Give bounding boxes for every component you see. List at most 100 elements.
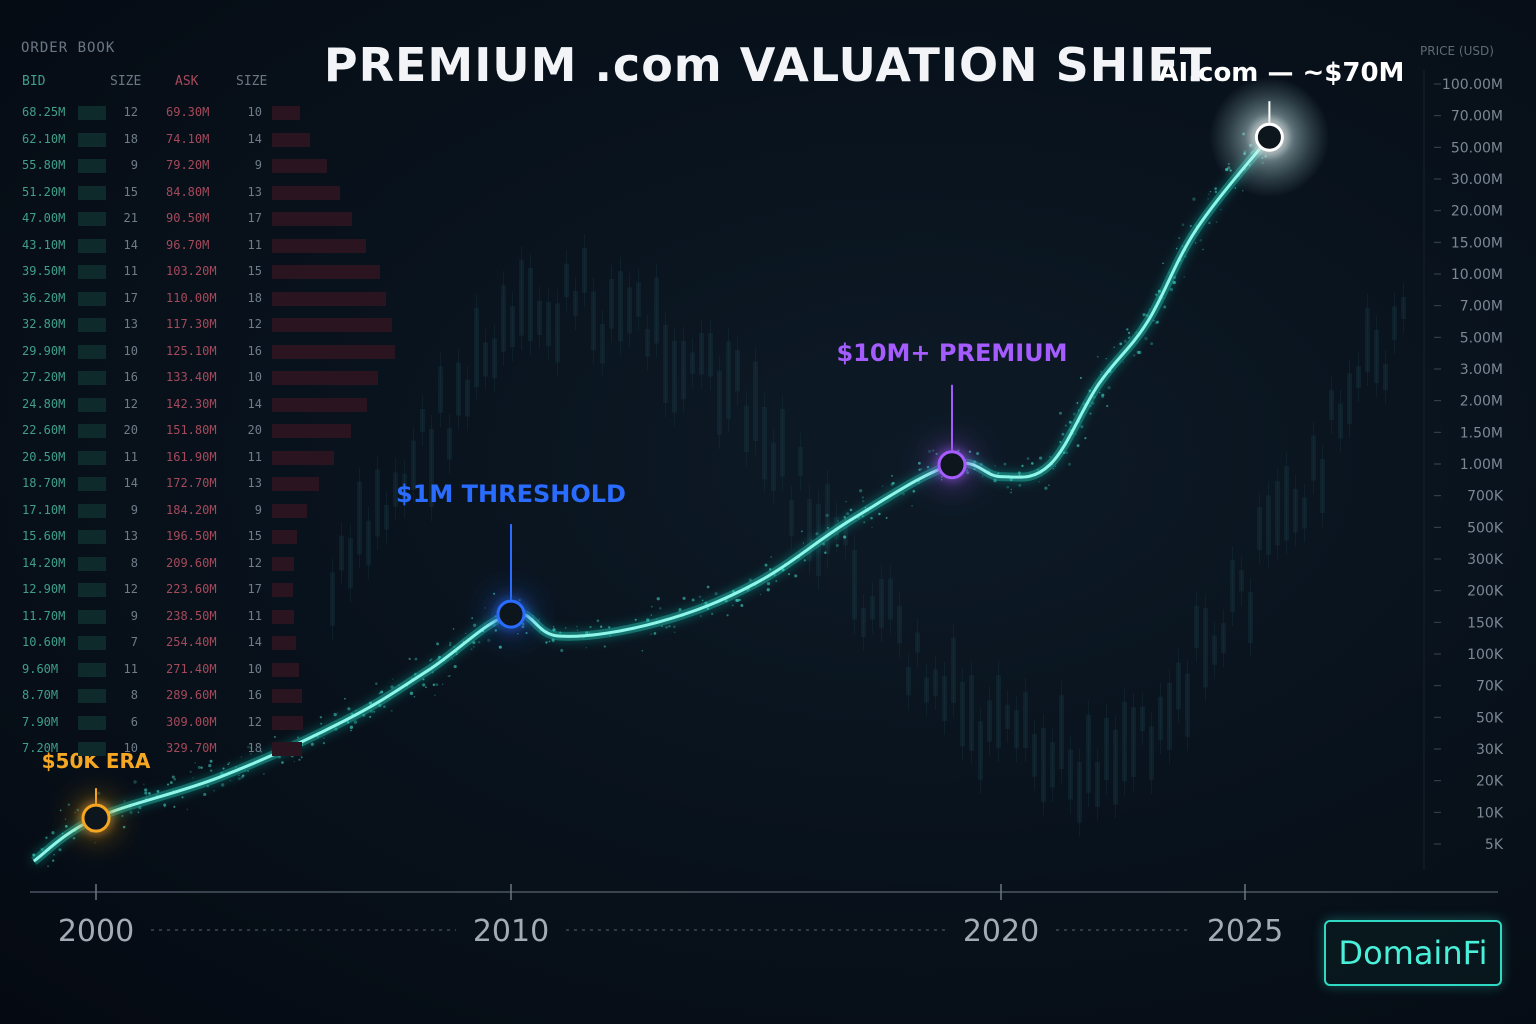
y-tick-label: 50.00M xyxy=(1451,140,1503,156)
curve-particle xyxy=(981,475,984,478)
curve-particle xyxy=(608,626,611,629)
curve-particle xyxy=(369,715,372,718)
brand-logo: DomainFi xyxy=(1324,920,1502,986)
curve-particle xyxy=(181,796,184,799)
curve-particle xyxy=(1194,242,1197,244)
bg-candle xyxy=(348,537,353,589)
ask-size: 10 xyxy=(247,661,262,676)
bid-size: 14 xyxy=(123,476,138,490)
curve-particle xyxy=(917,461,921,465)
ask-size: 17 xyxy=(247,582,262,596)
curve-particle xyxy=(484,607,487,609)
y-tick-label: 100.00M xyxy=(1442,77,1503,93)
curve-particle xyxy=(1175,247,1178,250)
bg-candle xyxy=(1356,366,1361,388)
bg-candle xyxy=(1329,390,1334,420)
bg-candle xyxy=(1041,727,1046,803)
ask-size: 13 xyxy=(247,184,262,199)
curve-particle xyxy=(1079,376,1082,379)
curve-particle xyxy=(121,815,124,817)
bg-candle xyxy=(402,473,407,504)
bg-candle xyxy=(456,362,461,416)
bid-price: 29.90M xyxy=(22,343,66,358)
curve-particle xyxy=(766,581,771,586)
bg-candle xyxy=(1122,702,1127,782)
ask-depth-bar xyxy=(272,371,378,385)
curve-particle xyxy=(691,598,695,602)
curve-particle xyxy=(197,765,201,769)
bg-candle xyxy=(1239,570,1244,592)
curve-particle xyxy=(1076,444,1080,448)
y-tick-label: 5.00M xyxy=(1460,330,1503,346)
curve-particle xyxy=(390,709,393,713)
ask-size: 20 xyxy=(247,423,262,437)
curve-particle xyxy=(173,777,177,781)
bg-candle xyxy=(330,572,335,627)
curve-particle xyxy=(1220,208,1222,211)
order-book-row: 55.80M 9 79.20M 9 xyxy=(0,153,420,179)
curve-particle xyxy=(668,625,671,628)
bid-price: 8.70M xyxy=(22,688,59,702)
curve-particle xyxy=(920,468,923,470)
curve-particle xyxy=(408,657,411,661)
curve-particle xyxy=(653,632,657,635)
curve-particle xyxy=(1100,371,1102,373)
curve-particle xyxy=(698,595,702,599)
bg-candle xyxy=(1185,673,1190,737)
order-book-row: 9.60M 11 271.40M 10 xyxy=(0,657,420,683)
bid-size: 9 xyxy=(130,158,138,172)
bg-candle xyxy=(1014,710,1019,749)
curve-particle xyxy=(452,628,455,630)
bg-candle xyxy=(627,287,632,334)
bg-candle xyxy=(1212,635,1217,665)
curve-particle xyxy=(1214,190,1218,194)
bg-candle xyxy=(879,578,884,629)
ask-size: 14 xyxy=(247,396,262,411)
bg-candle xyxy=(591,291,596,351)
bid-size: 14 xyxy=(123,237,138,252)
bid-size: 13 xyxy=(123,317,138,331)
curve-particle xyxy=(449,641,452,645)
curve-particle xyxy=(448,675,451,677)
curve-particle xyxy=(1038,481,1040,483)
bid-depth-bar xyxy=(78,238,106,253)
ask-header: ASK xyxy=(175,74,199,89)
bg-candle xyxy=(375,469,380,537)
bid-price: 32.80M xyxy=(22,317,66,331)
bg-candle xyxy=(1131,707,1136,777)
curve-particle xyxy=(650,614,653,616)
order-book-row: 20.50M 11 161.90M 11 xyxy=(0,445,420,471)
curve-particle xyxy=(862,500,865,503)
curve-particle xyxy=(1208,193,1210,195)
curve-particle xyxy=(859,489,863,493)
bg-candle xyxy=(1068,749,1073,800)
bg-candle xyxy=(420,408,425,432)
curve-particle xyxy=(714,592,718,596)
bid-depth-bar xyxy=(78,344,106,359)
curve-particle xyxy=(1006,485,1010,489)
order-book-row: 7.90M 6 309.00M 12 xyxy=(0,710,420,736)
curve-particle xyxy=(827,527,829,529)
curve-particle xyxy=(451,658,454,660)
curve-particle xyxy=(221,783,225,787)
curve-particle xyxy=(794,574,798,578)
bg-candle xyxy=(1248,592,1253,644)
ask-price: 96.70M xyxy=(166,237,210,252)
y-tick-label: 300K xyxy=(1467,552,1504,568)
bg-candle xyxy=(1383,364,1388,391)
curve-particle xyxy=(994,465,996,467)
curve-particle xyxy=(1072,412,1076,416)
curve-particle xyxy=(870,516,873,520)
curve-particle xyxy=(891,481,895,485)
ask-price: 329.70M xyxy=(166,741,217,755)
bid-depth-bar xyxy=(78,132,106,147)
bid-price: 7.20M xyxy=(22,741,59,755)
curve-particle xyxy=(487,638,491,643)
bg-candle xyxy=(753,361,758,442)
curve-particle xyxy=(375,682,378,685)
curve-particle xyxy=(347,707,351,711)
curve-particle xyxy=(336,712,339,714)
bg-candle xyxy=(1275,481,1280,546)
bid-size: 15 xyxy=(123,184,138,199)
curve-particle xyxy=(890,482,894,486)
